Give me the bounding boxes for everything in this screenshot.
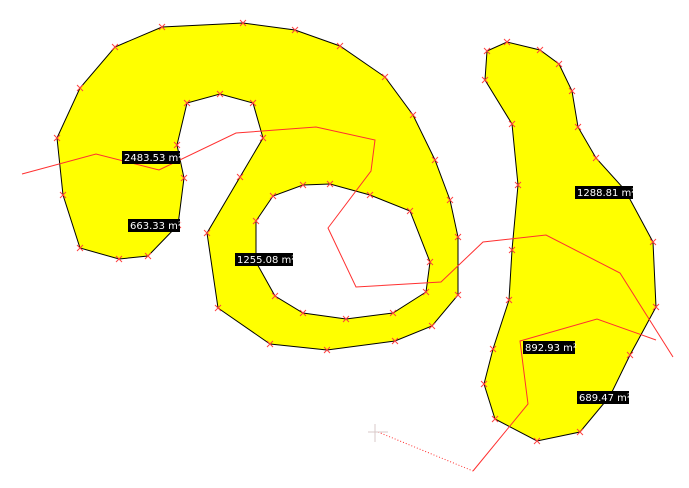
vertex-marker-icon[interactable] [115,255,123,263]
vertex-marker-icon[interactable] [576,428,584,436]
vertex-marker-icon[interactable] [391,337,399,345]
vertex-marker-icon[interactable] [555,60,563,68]
vertex-marker-icon[interactable] [183,99,191,107]
vertex-marker-icon[interactable] [366,191,374,199]
vertex-marker-icon[interactable] [508,120,516,128]
vertex-marker-icon[interactable] [326,180,334,188]
vertex-marker-icon[interactable] [291,26,299,34]
vertex-marker-icon[interactable] [214,304,222,312]
vertex-marker-icon[interactable] [446,196,454,204]
area-label-1-text: 2483.53 m² [124,153,182,164]
vertex-marker-icon[interactable] [505,296,513,304]
vertex-marker-icon[interactable] [533,437,541,445]
vertex-marker-icon[interactable] [514,181,522,189]
vertex-marker-icon[interactable] [323,346,331,354]
vertex-marker-icon[interactable] [454,291,462,299]
vertex-marker-icon[interactable] [158,23,166,31]
area-label-2-text: 663.33 m² [130,221,182,232]
vertex-marker-icon[interactable] [342,315,350,323]
vertex-marker-icon[interactable] [76,244,84,252]
vertex-marker-icon[interactable] [53,134,61,142]
area-label-6: 689.47 m² [577,391,631,404]
area-label-4-text: 1288.81 m² [577,188,635,199]
vertex-marker-icon[interactable] [266,340,274,348]
polygon-left[interactable] [56,22,459,351]
area-label-6-text: 689.47 m² [579,393,631,404]
vertex-marker-icon[interactable] [252,217,260,225]
vertex-marker-icon[interactable] [406,207,414,215]
vertex-marker-icon[interactable] [381,73,389,81]
vertex-marker-icon[interactable] [483,47,491,55]
area-label-2: 663.33 m² [128,219,182,232]
vertex-marker-icon[interactable] [389,309,397,317]
vertex-marker-icon[interactable] [299,181,307,189]
vertex-marker-icon[interactable] [336,42,344,50]
vertex-marker-icon[interactable] [236,173,244,181]
measure-line-2 [472,318,657,472]
vertex-marker-icon[interactable] [76,84,84,92]
vertex-marker-icon[interactable] [111,43,119,51]
vertex-marker-icon[interactable] [626,351,634,359]
vertex-marker-icon[interactable] [239,19,247,27]
vertex-marker-icon[interactable] [426,258,434,266]
dotted-construction-line [377,431,474,472]
crosshair-cursor-icon [368,424,388,442]
area-label-5-text: 892.93 m² [525,343,577,354]
vertex-marker-icon[interactable] [428,322,436,330]
vertex-marker-icon[interactable] [144,252,152,260]
vertex-marker-icon[interactable] [574,123,582,131]
vertex-marker-icon[interactable] [568,87,576,95]
vertex-marker-icon[interactable] [203,229,211,237]
vertex-marker-icon[interactable] [454,233,462,241]
vertex-marker-icon[interactable] [431,156,439,164]
vertex-marker-icon[interactable] [592,154,600,162]
vertex-marker-icon[interactable] [269,192,277,200]
vertex-marker-icon[interactable] [299,309,307,317]
vertex-marker-icon[interactable] [503,38,511,46]
area-label-3: 1255.08 m² [235,253,295,266]
vertex-marker-icon[interactable] [180,174,188,182]
vertex-marker-icon[interactable] [489,345,497,353]
vertex-marker-icon[interactable] [409,111,417,119]
vertex-marker-icon[interactable] [649,238,657,246]
vertex-marker-icon[interactable] [480,380,488,388]
area-label-4: 1288.81 m² [575,186,635,199]
vertex-marker-icon[interactable] [216,90,224,98]
vertex-marker-icon[interactable] [249,99,257,107]
vertex-marker-icon[interactable] [59,191,67,199]
vertex-marker-icon[interactable] [271,292,279,300]
vertex-marker-icon[interactable] [259,134,267,142]
vertex-marker-icon[interactable] [481,76,489,84]
area-label-5: 892.93 m² [523,341,577,354]
area-label-3-text: 1255.08 m² [237,255,295,266]
vertex-marker-icon[interactable] [422,288,430,296]
vertex-marker-icon[interactable] [652,303,660,311]
area-label-1: 2483.53 m² [122,151,182,164]
vertex-marker-icon[interactable] [173,141,181,149]
vertex-marker-icon[interactable] [508,246,516,254]
vertex-markers [53,19,660,445]
polygon-right[interactable] [483,41,657,442]
vertex-marker-icon[interactable] [536,46,544,54]
vertex-marker-icon[interactable] [491,415,499,423]
